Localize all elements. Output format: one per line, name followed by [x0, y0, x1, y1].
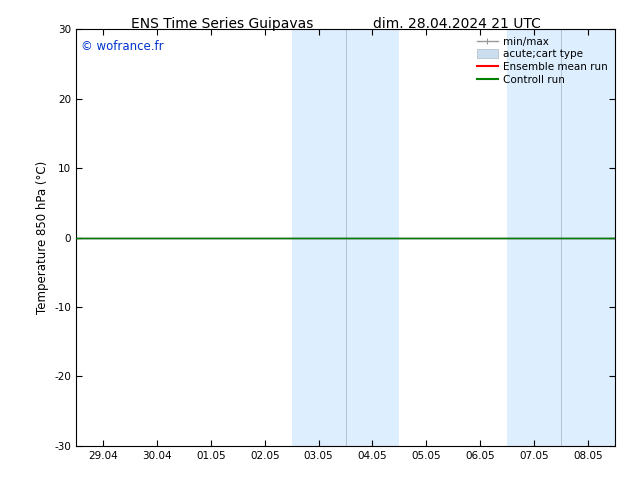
Bar [507, 29, 561, 446]
Y-axis label: Temperature 850 hPa (°C): Temperature 850 hPa (°C) [36, 161, 49, 314]
Bar [292, 29, 346, 446]
Text: © wofrance.fr: © wofrance.fr [81, 40, 164, 53]
Legend: min/max, acute;cart type, Ensemble mean run, Controll run: min/max, acute;cart type, Ensemble mean … [475, 35, 610, 87]
Bar [346, 29, 399, 446]
Bar [561, 29, 615, 446]
Text: dim. 28.04.2024 21 UTC: dim. 28.04.2024 21 UTC [373, 17, 540, 31]
Text: ENS Time Series Guipavas: ENS Time Series Guipavas [131, 17, 313, 31]
